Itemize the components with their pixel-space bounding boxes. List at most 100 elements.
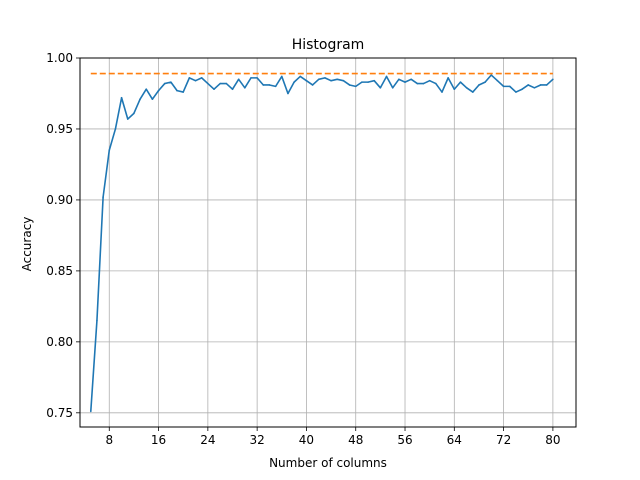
y-tick-label: 0.75 xyxy=(46,406,73,420)
data-point xyxy=(398,78,400,81)
data-point xyxy=(293,81,295,83)
y-tick-label: 0.95 xyxy=(46,122,73,136)
data-point xyxy=(317,78,320,81)
data-point xyxy=(280,75,283,78)
data-point xyxy=(484,81,486,83)
data-point xyxy=(108,149,111,152)
data-point xyxy=(170,81,172,83)
data-point xyxy=(231,88,234,91)
data-point xyxy=(139,98,141,100)
data-point xyxy=(200,77,203,79)
data-point xyxy=(133,112,135,115)
y-tick-label: 0.85 xyxy=(46,264,73,278)
data-point xyxy=(496,79,499,82)
y-tick-label: 0.90 xyxy=(46,193,73,207)
data-point xyxy=(163,82,166,85)
data-point xyxy=(299,75,302,78)
data-point xyxy=(410,78,412,81)
data-point xyxy=(305,79,308,82)
data-point xyxy=(114,128,117,130)
x-tick-label: 56 xyxy=(397,433,412,447)
accuracy-series-line xyxy=(89,74,554,412)
y-axis-label: Accuracy xyxy=(20,217,34,272)
y-tick-label: 0.80 xyxy=(46,335,73,349)
axis-ticks: 8 16 24 32 40 48 56 64 72 80 0.75 0.80 0.85 0.90 0.95 1… xyxy=(46,51,560,447)
data-point xyxy=(391,87,394,89)
x-tick-label: 8 xyxy=(105,433,113,447)
data-point xyxy=(533,87,536,89)
data-point xyxy=(256,77,258,79)
data-point xyxy=(348,84,351,86)
data-point xyxy=(416,82,419,85)
data-point xyxy=(89,410,92,413)
x-tick-label: 16 xyxy=(151,433,166,447)
data-point xyxy=(508,85,511,88)
data-point xyxy=(225,82,228,85)
data-point xyxy=(527,84,530,86)
data-point xyxy=(465,87,468,89)
data-point xyxy=(459,81,462,83)
series-layer xyxy=(89,72,554,413)
data-point xyxy=(274,85,277,88)
data-point xyxy=(145,88,148,91)
data-point xyxy=(478,84,480,86)
data-point xyxy=(385,75,388,78)
x-axis-label: Number of columns xyxy=(269,456,387,470)
data-point xyxy=(502,85,505,88)
grid-lines xyxy=(80,57,576,427)
data-point xyxy=(151,98,154,100)
chart-title: Histogram xyxy=(292,37,365,53)
data-point xyxy=(102,196,104,198)
x-tick-label: 72 xyxy=(496,433,511,447)
data-point xyxy=(176,89,178,92)
y-tick-label: 1.00 xyxy=(46,51,73,65)
data-point xyxy=(435,82,437,85)
data-point xyxy=(182,91,184,93)
data-point xyxy=(552,78,554,81)
data-point xyxy=(157,89,160,92)
data-point xyxy=(428,79,431,82)
x-tick-label: 40 xyxy=(299,433,314,447)
data-point xyxy=(515,91,517,93)
data-point xyxy=(379,87,382,89)
data-point xyxy=(521,88,523,91)
data-point xyxy=(539,84,542,86)
x-tick-label: 80 xyxy=(545,433,560,447)
data-point xyxy=(441,91,443,93)
data-point xyxy=(262,84,265,86)
data-point xyxy=(268,84,271,86)
x-tick-label: 48 xyxy=(348,433,363,447)
data-point xyxy=(404,81,406,83)
data-point xyxy=(237,78,240,81)
x-tick-label: 24 xyxy=(200,433,215,447)
x-tick-label: 32 xyxy=(250,433,265,447)
data-point xyxy=(490,74,493,76)
data-point xyxy=(373,79,376,82)
data-point xyxy=(422,82,425,85)
data-point xyxy=(336,78,339,81)
data-point xyxy=(324,77,326,79)
data-point xyxy=(367,81,369,83)
data-point xyxy=(188,77,191,79)
data-point xyxy=(194,79,197,82)
data-point xyxy=(250,77,252,79)
data-point xyxy=(219,82,221,85)
data-point xyxy=(311,84,314,86)
data-point xyxy=(342,79,345,82)
x-tick-label: 64 xyxy=(447,433,462,447)
data-point xyxy=(453,88,456,91)
data-point xyxy=(354,85,357,88)
data-point xyxy=(126,118,129,120)
data-point xyxy=(472,91,474,93)
data-point xyxy=(545,84,548,86)
data-point xyxy=(361,81,363,83)
data-point xyxy=(330,79,332,82)
data-point xyxy=(207,82,209,85)
data-point xyxy=(244,87,246,89)
data-point xyxy=(213,88,215,91)
data-point xyxy=(447,77,449,79)
data-point xyxy=(120,96,123,99)
data-point xyxy=(96,319,98,322)
plot-frame xyxy=(79,57,577,428)
